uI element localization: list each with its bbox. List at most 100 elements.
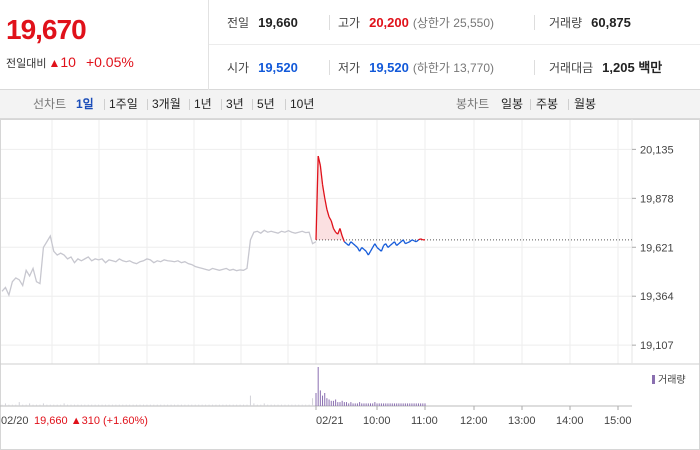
y-tick-label-3: 19,364 [640, 291, 674, 303]
open-label: 시가 [227, 61, 250, 75]
low-value: 19,520 [369, 60, 409, 75]
series-today-seg-37 [393, 241, 398, 246]
series-today-seg-1 [315, 156, 319, 240]
candle-tab-2[interactable]: 월봉 [574, 97, 597, 111]
series-today-seg-45 [411, 239, 415, 242]
chart-tab-bar: 선차트 1일 1주일 3개월 1년 3년 5년 10년 봉차트 일봉 주봉 월봉 [0, 90, 700, 119]
tab-4[interactable]: 3년 [226, 97, 244, 111]
amount-value: 1,205 백만 [602, 60, 663, 75]
tab-divider [252, 99, 253, 110]
series-today-seg-13 [341, 235, 345, 242]
tab-divider [147, 99, 148, 110]
series-today-seg-9 [332, 228, 337, 233]
y-tick-label-2: 19,621 [640, 242, 674, 254]
x-tick-label-6: 15:00 [604, 415, 632, 427]
series-today-seg-4 [321, 184, 326, 199]
prev-day-close: 19,660 ▲310 (+1.60%) [34, 415, 148, 427]
y-tick-label-0: 20,135 [640, 144, 674, 156]
x-tick-label-3: 12:00 [460, 415, 488, 427]
change-percent: +0.05% [85, 54, 134, 70]
price-change: 전일대비 ▲10 +0.05% [6, 54, 134, 71]
series-today-seg-44 [409, 239, 413, 243]
series-today-seg-33 [385, 243, 389, 248]
series-today-seg-18 [352, 243, 356, 247]
tab-divider [221, 99, 222, 110]
volume-label: 거래량 [549, 16, 583, 30]
tab-6[interactable]: 10년 [290, 97, 315, 111]
x-tick-label-4: 13:00 [508, 415, 536, 427]
line-chart-label: 선차트 [33, 97, 67, 111]
series-today-seg-23 [363, 248, 367, 252]
series-today-seg-17 [350, 241, 354, 245]
quote-summary: 19,670 전일대비 ▲10 +0.05% 전일 19,660 고가 20,200 (상… [0, 0, 700, 90]
price-box: 19,670 전일대비 ▲10 +0.05% [0, 0, 209, 90]
candle-chart-label: 봉차트 [456, 97, 490, 111]
x-tick-label-0: 02/21 [316, 415, 344, 427]
x-tick-label-2: 11:00 [411, 415, 438, 427]
high-value: 20,200 [369, 15, 409, 30]
series-today-seg-46 [413, 240, 417, 243]
open-value: 19,520 [258, 60, 298, 75]
series-today-seg-19 [354, 245, 358, 248]
series-today-seg-29 [376, 246, 380, 250]
prev-close-value: 19,660 [258, 15, 298, 30]
y-tick-label-1: 19,878 [640, 193, 674, 205]
lower-limit: (하한가 13,770) [412, 61, 495, 75]
tab-0[interactable]: 1일 [76, 97, 94, 111]
series-today-seg-35 [389, 243, 393, 247]
series-today-seg-12 [339, 228, 343, 237]
volume: 거래량 60,875 [549, 0, 631, 45]
candle-tab-1[interactable]: 주봉 [536, 97, 559, 111]
y-tick-label-4: 19,107 [640, 340, 674, 352]
x-tick-label-5: 14:00 [556, 415, 584, 427]
tab-2[interactable]: 3개월 [152, 97, 181, 111]
high-label: 고가 [338, 16, 361, 30]
series-today-seg-25 [367, 250, 372, 256]
change-value: 10 [60, 54, 76, 70]
series-today-seg-47 [415, 239, 419, 243]
series-today-seg-42 [405, 242, 408, 245]
series-today-seg-8 [330, 220, 335, 229]
series-today-seg-43 [407, 241, 411, 244]
prev-close-label: 전일 [227, 16, 250, 30]
series-today-seg-41 [402, 239, 406, 244]
tab-1[interactable]: 1주일 [109, 97, 138, 111]
series-today-seg-6 [326, 209, 330, 218]
change-label: 전일대비 [6, 58, 47, 70]
price-chart: 20,135 19,878 19,621 19,364 19,107 거래량 02/20 19… [0, 119, 700, 450]
candle-tab-0[interactable]: 일봉 [501, 97, 524, 111]
high: 고가 20,200 (상한가 25,550) [338, 0, 494, 45]
x-label-prev-day: 02/20 [1, 415, 29, 427]
series-today-seg-5 [324, 197, 328, 210]
tab-divider [189, 99, 190, 110]
tab-divider [568, 99, 569, 110]
low: 저가 19,520 (하한가 13,770) [338, 45, 494, 90]
series-today-seg-7 [328, 216, 332, 222]
series-today-seg-21 [359, 247, 363, 252]
series-prev-day [1, 229, 317, 298]
divider [534, 15, 535, 30]
chart-frame [0, 119, 700, 450]
current-price: 19,670 [6, 14, 87, 45]
volume-legend-swatch [652, 375, 655, 384]
series-today-seg-39 [398, 241, 402, 245]
tab-divider [530, 99, 531, 110]
amount-label: 거래대금 [549, 61, 594, 75]
info-row-2: 시가 19,520 저가 19,520 (하한가 13,770) 거래대금 1,205 … [209, 45, 700, 90]
trade-amount: 거래대금 1,205 백만 [549, 45, 662, 90]
series-today-fill [316, 156, 425, 240]
open: 시가 19,520 [227, 45, 298, 90]
series-today-seg-26 [369, 247, 374, 252]
series-today-seg-22 [361, 246, 365, 250]
series-today-seg-49 [420, 238, 424, 241]
series-today-seg-14 [343, 241, 347, 245]
divider [329, 15, 330, 30]
series-today-seg-48 [418, 238, 421, 241]
volume-value: 60,875 [591, 15, 631, 30]
x-tick-label-1: 10:00 [363, 415, 391, 427]
low-label: 저가 [338, 61, 361, 75]
tab-5[interactable]: 5년 [257, 97, 275, 111]
series-today-seg-31 [380, 245, 385, 252]
info-row-1: 전일 19,660 고가 20,200 (상한가 25,550) 거래량 60,875 [209, 0, 700, 45]
tab-3[interactable]: 1년 [194, 97, 212, 111]
